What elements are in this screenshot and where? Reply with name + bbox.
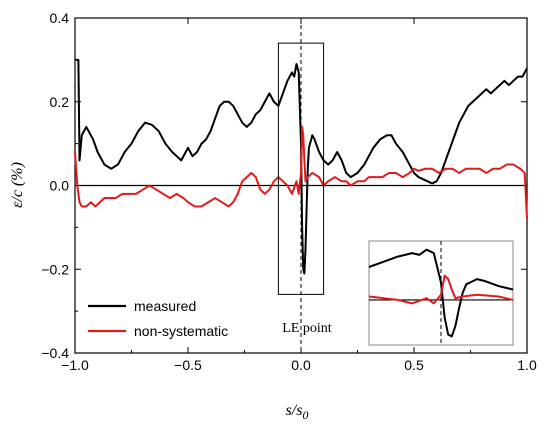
inset-series-measured [369, 248, 513, 338]
x-tick-label: −0.5 [174, 357, 202, 373]
x-tick-label: 0.5 [404, 357, 424, 373]
y-tick-label: 0.2 [50, 94, 70, 110]
series-layer [74, 58, 528, 275]
y-tick-label: −0.2 [41, 261, 69, 277]
axes: −1.0 −0.5 0.0 0.5 1.0 −0.4 −0.2 0.0 0.2 0.4 [41, 10, 537, 373]
inset-zoom [368, 240, 514, 346]
inset-series-non-systematic [369, 274, 513, 305]
y-tick-label: 0.4 [50, 10, 70, 26]
legend-label-measured: measured [134, 298, 196, 314]
y-tick-label: −0.4 [41, 345, 69, 361]
x-tick-label: 0.0 [291, 357, 311, 373]
legend-label-non-systematic: non-systematic [134, 323, 228, 339]
y-axis-title: ε/c (%) [9, 162, 26, 208]
le-point-label: LE point [282, 321, 331, 336]
le-highlight-box [277, 42, 325, 295]
annotations [277, 42, 514, 346]
x-axis-title-subscript: 0 [302, 408, 308, 422]
series-line-measured [75, 58, 528, 275]
y-tick-label: 0.0 [50, 178, 70, 194]
x-tick-label: −1.0 [61, 357, 89, 373]
series-line-non-systematic [74, 125, 528, 220]
x-tick-label: 1.0 [517, 357, 537, 373]
legend: measured non-systematic [88, 298, 228, 339]
x-axis-title: s/s0 [286, 402, 309, 422]
